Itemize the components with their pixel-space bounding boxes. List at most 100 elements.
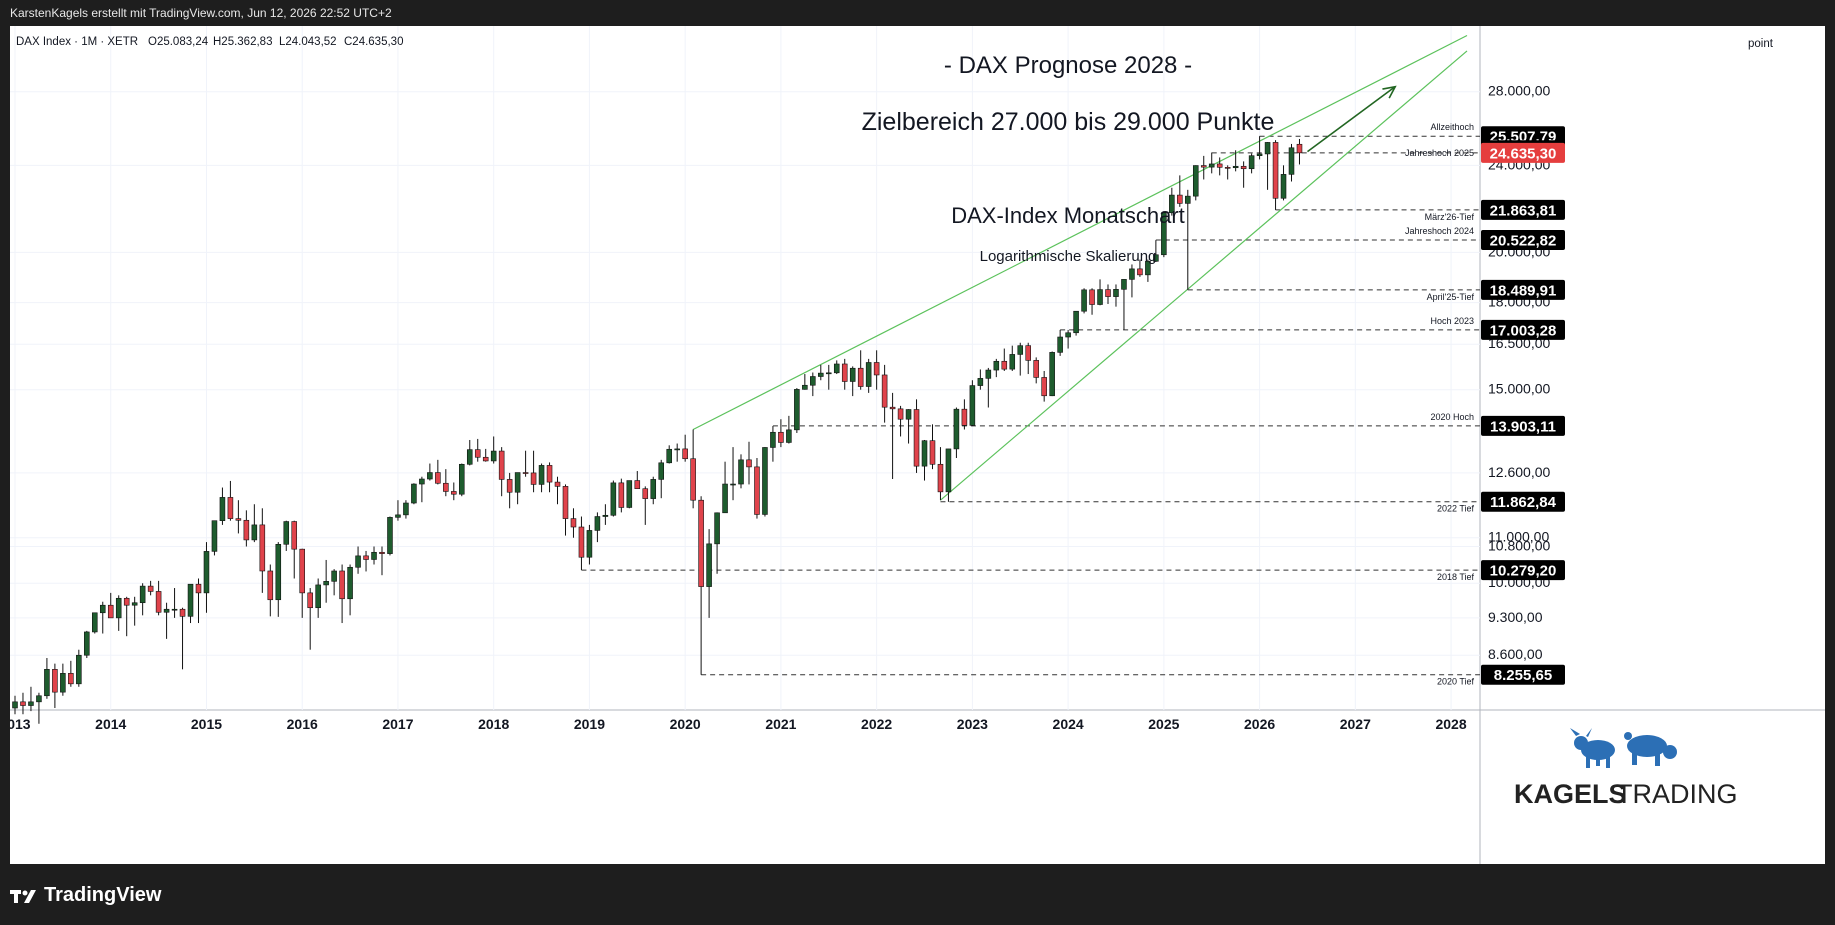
bear-icon: [1624, 732, 1677, 766]
candle-body: [107, 604, 114, 619]
level-label: 2018 Tief: [1437, 572, 1475, 582]
candle-body: [642, 488, 649, 499]
price-tag-label: 20.522,82: [1490, 233, 1557, 250]
price-tag-box: [1481, 491, 1565, 512]
candle-body: [1296, 143, 1303, 154]
candle-body: [1073, 310, 1079, 334]
candle-body: [1017, 345, 1024, 355]
level-label: 2020 Hoch: [1430, 412, 1474, 422]
candle-body: [179, 608, 186, 617]
price-tag-label: 8.255,65: [1494, 667, 1552, 684]
candle-body: [1009, 354, 1016, 370]
time-tick-label: 2014: [95, 716, 126, 732]
candle-body: [570, 518, 577, 528]
candle-body: [650, 479, 657, 499]
candle-body: [1057, 336, 1063, 353]
price-tag-label: 17.003,28: [1490, 322, 1557, 339]
candle-body: [794, 389, 800, 431]
price-tag-label: 11.862,84: [1490, 494, 1557, 511]
candle-body: [865, 362, 872, 387]
time-tick-label: 2016: [287, 716, 318, 732]
price-tag-label: 13.903,11: [1490, 418, 1556, 435]
time-tick-label: 2023: [957, 716, 988, 732]
candle-body: [123, 597, 130, 606]
title-line-1: - DAX Prognose 2028 -: [944, 52, 1192, 79]
candle-body: [482, 456, 489, 462]
candle-body: [634, 480, 641, 490]
candle-body: [666, 448, 672, 464]
candle-body: [490, 450, 497, 462]
candle-body: [187, 583, 194, 617]
candle-body: [1280, 174, 1287, 199]
candle-body: [969, 385, 976, 426]
candle-body: [1081, 289, 1087, 312]
candle-body: [243, 519, 250, 541]
candle-body: [68, 673, 74, 685]
candle-body: [746, 459, 752, 468]
candle-body: [76, 654, 82, 685]
candle-body: [443, 482, 449, 492]
candle-body: [387, 517, 393, 554]
candle-body: [818, 372, 824, 377]
candle-body: [554, 481, 561, 487]
price-tick-label: 11.000,00: [1488, 529, 1549, 545]
chart-frame[interactable]: Allzeithoch Jahreshoch 2025 März'26-Tief Ja…: [0, 26, 1825, 864]
candle-body: [498, 450, 505, 480]
level-label: Jahreshoch 2024: [1405, 226, 1474, 236]
candle-body: [1288, 147, 1295, 175]
candle-body: [147, 585, 154, 592]
legend-open: O25.083,24: [148, 36, 209, 48]
candle-body: [961, 408, 968, 426]
tradingview-footer[interactable]: TradingView: [10, 878, 161, 912]
candle-body: [937, 463, 944, 493]
level-label: Jahreshoch 2025: [1405, 148, 1474, 158]
level-label: April'25-Tief: [1427, 292, 1475, 302]
candle-body: [20, 701, 26, 706]
candle-body: [658, 462, 665, 480]
kagels-trading-logo: KAGELS TRADING: [1514, 728, 1738, 809]
candle-body: [411, 483, 417, 504]
level-label: Allzeithoch: [1430, 122, 1474, 132]
candle-body: [698, 499, 704, 587]
candle-body: [1216, 163, 1223, 168]
time-axis[interactable]: 2013 2014 2015 2016 2017 2018 2019 2020 2021 2022…: [0, 716, 1467, 732]
candle-body: [722, 483, 728, 514]
candle-body: [514, 472, 521, 493]
candle-body: [506, 479, 513, 493]
candle-body: [1129, 268, 1135, 280]
candle-body: [315, 584, 321, 609]
price-tag-box: [1481, 664, 1565, 685]
candle-body: [1121, 279, 1127, 290]
trendline: [940, 50, 1468, 501]
level-label: 2020 Tief: [1437, 677, 1475, 687]
candle-body: [538, 465, 545, 485]
candle-body: [155, 591, 162, 613]
title-line-4: Logarithmische Skalierung: [980, 248, 1157, 265]
time-tick-label: 2018: [478, 716, 509, 732]
candle-body: [682, 448, 688, 460]
price-chart[interactable]: Allzeithoch Jahreshoch 2025 März'26-Tief Ja…: [0, 26, 1825, 864]
candle-body: [84, 631, 90, 656]
candle-body: [1224, 167, 1231, 169]
candle-body: [857, 367, 864, 387]
candle-body: [953, 408, 960, 450]
bull-icon: [1570, 728, 1615, 768]
candle-body: [738, 459, 744, 485]
candle-body: [610, 482, 617, 516]
price-tick-label: 28.000,00: [1488, 83, 1550, 99]
forecast-arrow-head: [1382, 85, 1397, 99]
time-tick-label: 2017: [382, 716, 413, 732]
candle-body: [706, 543, 712, 587]
candle-body: [52, 669, 58, 693]
candle-body: [323, 581, 329, 586]
time-tick-label: 2026: [1244, 716, 1275, 732]
time-tick-label: 2022: [861, 716, 892, 732]
candle-body: [945, 448, 952, 493]
trendline: [692, 34, 1468, 431]
candle-body: [371, 551, 377, 560]
candle-body: [60, 673, 66, 693]
legend-high: H25.362,83: [213, 36, 272, 48]
candle-body: [299, 548, 305, 594]
candles: [12, 136, 1303, 724]
candle-body: [786, 429, 792, 443]
